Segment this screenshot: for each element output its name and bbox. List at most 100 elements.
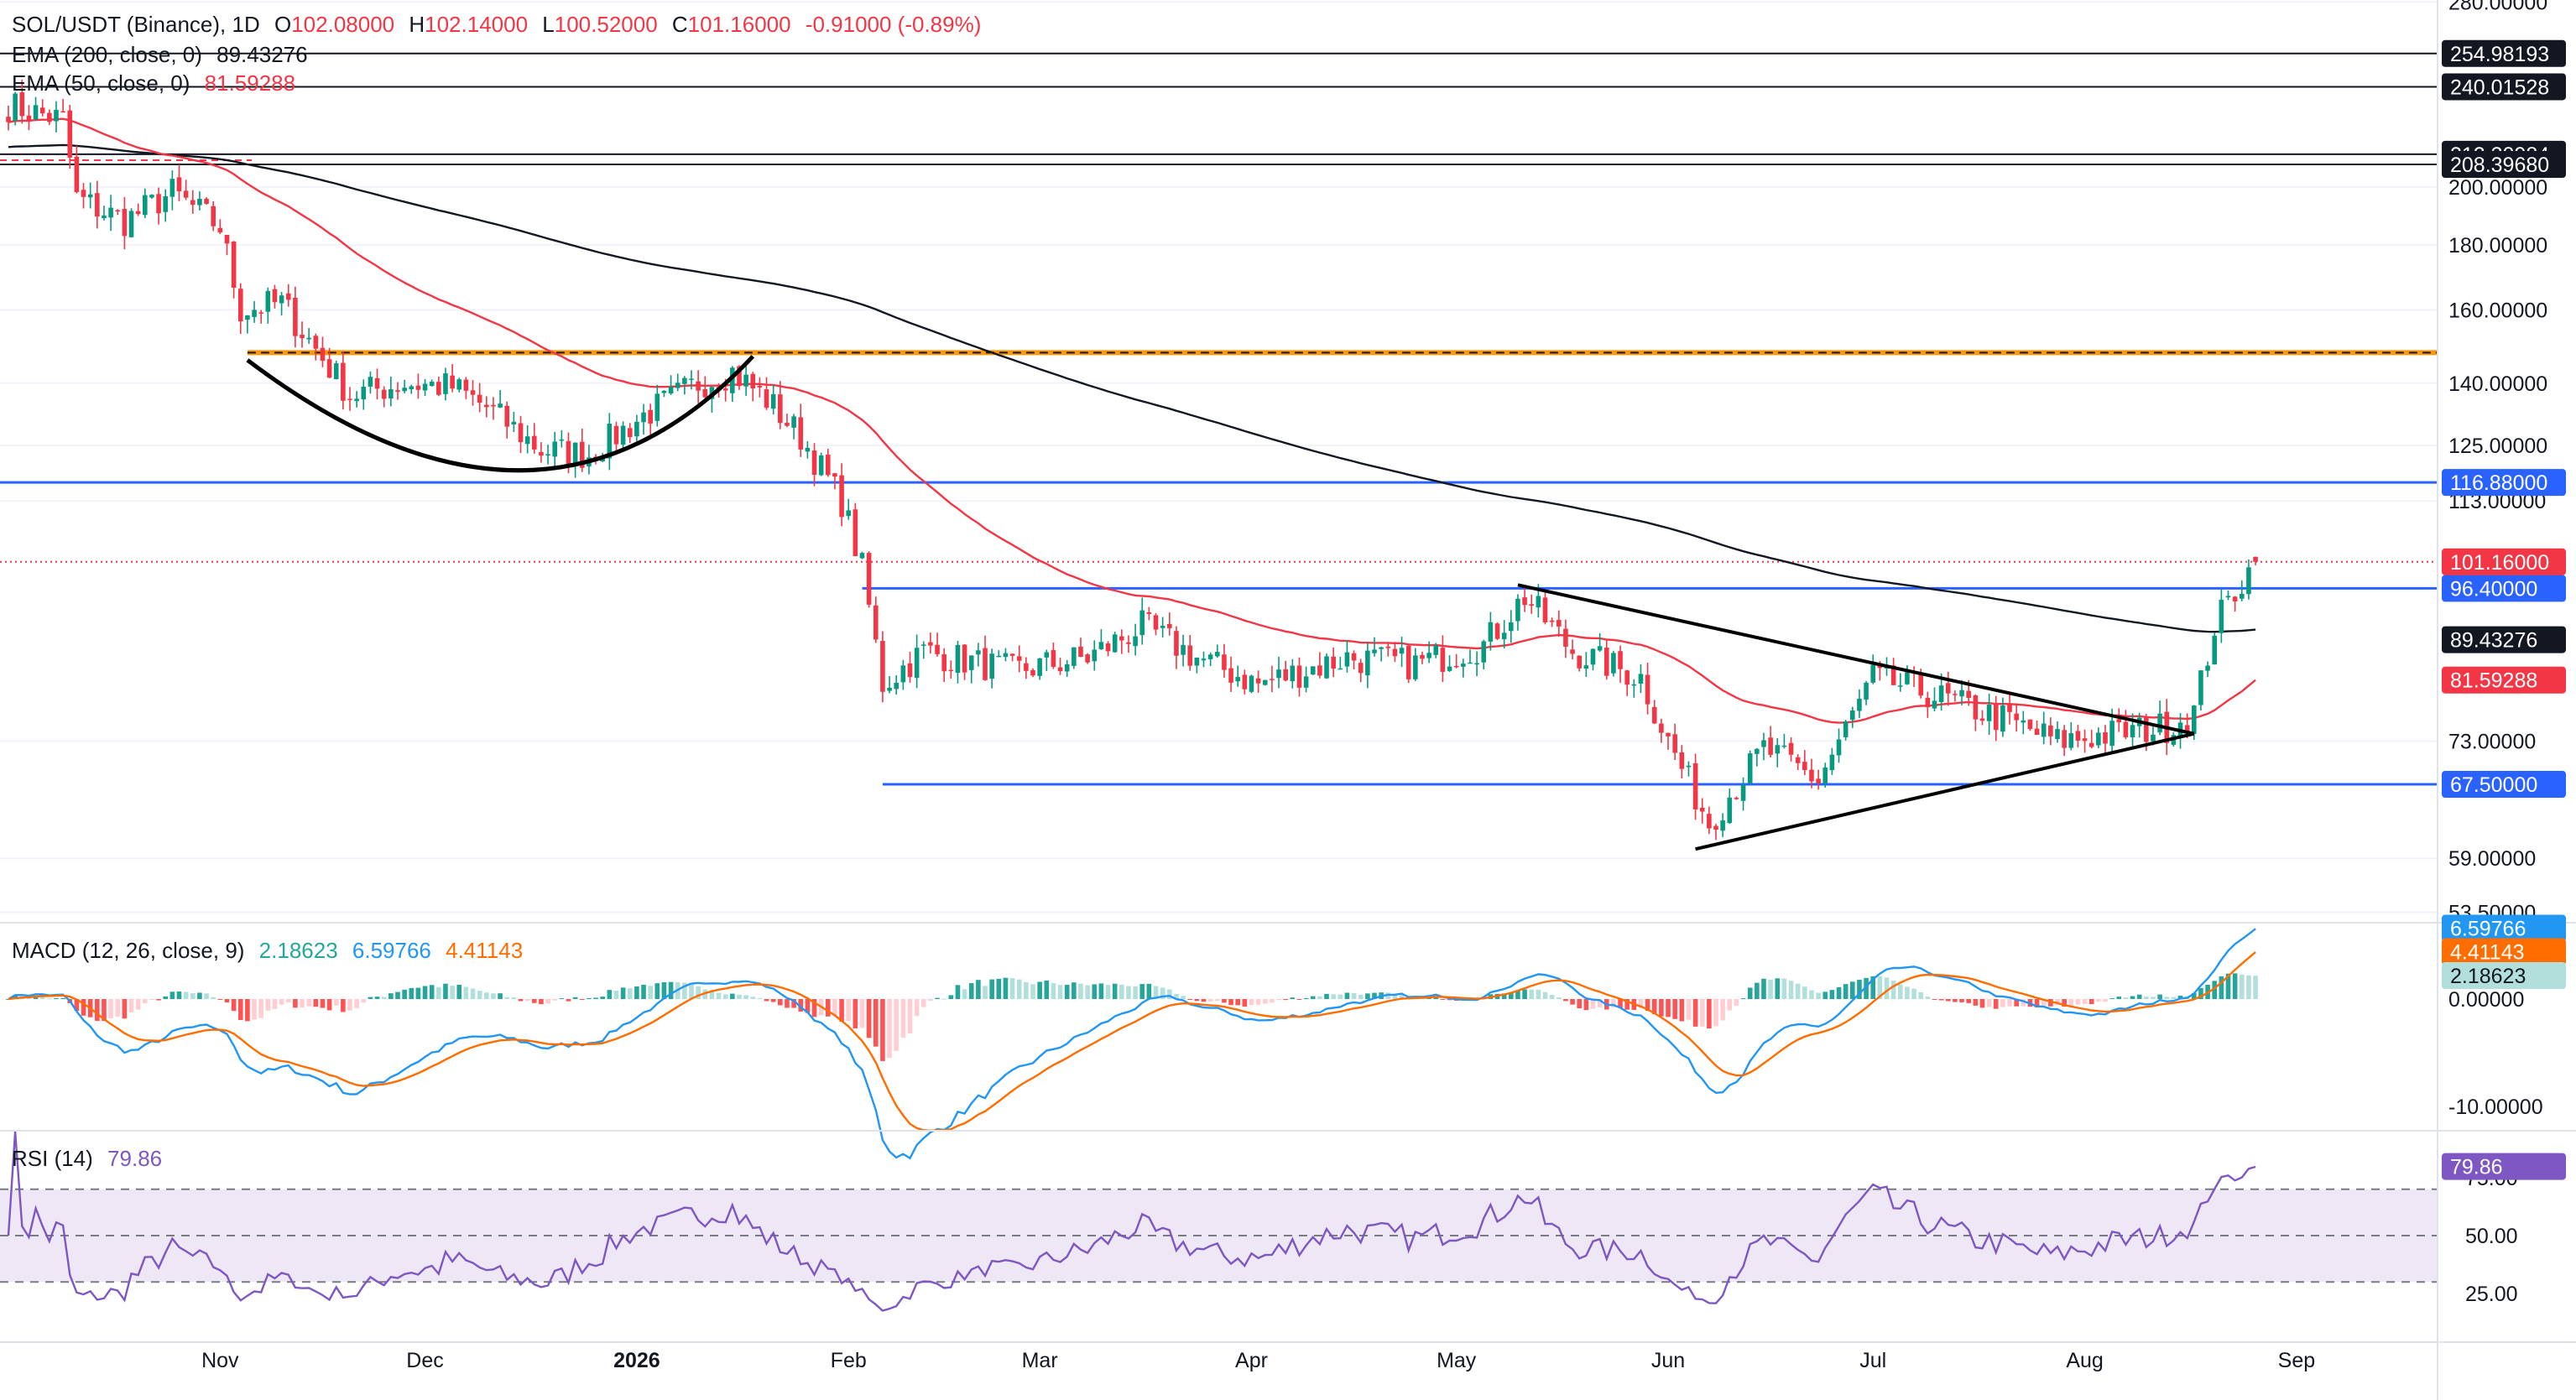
candle-body	[1174, 631, 1179, 656]
macd-hist-bar	[1734, 999, 1739, 1006]
time-axis[interactable]: Nov Dec 2026 Feb Mar Apr May Jun Jul Aug Sep	[201, 1349, 2315, 1372]
macd-hist-bar	[463, 986, 469, 999]
ema50-value: 81.59288	[204, 70, 296, 96]
price-tick-label: 125.00000	[2448, 435, 2547, 458]
macd-hist-bar	[1358, 994, 1364, 999]
candle-body	[559, 439, 565, 441]
candle-body	[1707, 814, 1712, 829]
candle-body	[1105, 643, 1111, 652]
candle-body	[163, 195, 169, 212]
macd-hist-bar	[498, 993, 503, 999]
candle-body	[1112, 634, 1118, 653]
candle-body	[1672, 734, 1677, 753]
candle-body	[1338, 668, 1343, 670]
candle-body	[935, 644, 940, 654]
macd-hist-bar	[1795, 983, 1801, 999]
candle-body	[128, 211, 134, 237]
candle-body	[1645, 674, 1650, 705]
candle-body	[648, 409, 653, 424]
macd-hist-bar	[1536, 989, 1541, 999]
candle-body	[955, 644, 961, 674]
candle-body	[1556, 620, 1562, 627]
macd-hist-bar	[1775, 978, 1781, 999]
level-tag-bg	[2442, 151, 2566, 179]
ema50-line	[8, 117, 2256, 724]
macd-hist-bar	[320, 999, 326, 1008]
ema50-tag: 81.59288	[2450, 669, 2537, 693]
candle-body	[791, 416, 796, 428]
macd-hist-bar	[1296, 999, 1302, 1000]
low-label: L	[542, 12, 555, 37]
macd-hist-bar	[2034, 999, 2040, 1007]
macd-hist-bar	[2130, 996, 2135, 999]
macd-hist-bar	[866, 999, 872, 1038]
macd-hist-bar	[2136, 994, 2142, 999]
candle-body	[545, 454, 550, 455]
candle-body	[1611, 653, 1616, 674]
macd-hist-bar	[183, 991, 189, 999]
macd-hist-bar	[300, 999, 305, 1008]
macd-hist-bar	[1146, 983, 1152, 999]
macd-hist-bar	[1618, 999, 1623, 1008]
macd-legend: MACD (12, 26, close, 9) 2.18623 6.59766 …	[12, 938, 531, 964]
macd-hist-bar	[696, 986, 701, 999]
macd-hist-bar	[1666, 999, 1671, 1017]
macd-hist-bar	[1126, 986, 1131, 999]
candle-body	[2157, 713, 2162, 733]
macd-hist-bar	[436, 986, 441, 999]
candle-body	[730, 367, 735, 393]
candle-body	[805, 447, 811, 452]
macd-hist-bar	[1351, 992, 1357, 999]
macd-hist-bar	[258, 999, 263, 1018]
macd-hist-bar	[880, 999, 885, 1061]
macd-hist-bar	[757, 997, 763, 999]
macd-hist-bar	[504, 997, 510, 999]
candle-body	[341, 362, 346, 401]
candle-body	[1953, 694, 1958, 695]
macd-hist-bar	[1044, 980, 1050, 999]
macd-hist-bar	[2232, 973, 2238, 999]
candle-body	[2219, 599, 2224, 633]
candle-body	[87, 194, 93, 198]
candle-body	[26, 115, 32, 121]
candle-body	[1310, 666, 1316, 675]
macd-hist-bar	[1003, 977, 1009, 999]
candle-body	[1194, 657, 1200, 666]
candle-body	[968, 655, 974, 670]
macd-hist-bar	[1509, 992, 1514, 999]
macd-hist-bar	[252, 999, 257, 1020]
candle-body	[2239, 593, 2245, 599]
macd-hist-bar	[1843, 984, 1849, 999]
time-tick-label: Feb	[831, 1349, 867, 1372]
candle-body	[1563, 628, 1568, 647]
candle-body	[1051, 650, 1056, 667]
candle-body	[1870, 664, 1876, 683]
symbol-label: SOL/USDT (Binance), 1D	[12, 12, 260, 37]
macd-hist-bar	[661, 981, 667, 999]
candle-body	[1597, 646, 1603, 651]
candle-body	[764, 389, 769, 409]
change-value: -0.91000 (-0.89%)	[805, 12, 982, 37]
candle-body	[1925, 697, 1931, 708]
time-tick-label: Aug	[2066, 1349, 2103, 1372]
macd-hist-bar	[559, 998, 565, 1000]
candle-body	[962, 644, 967, 673]
candle-body	[1468, 662, 1473, 664]
grid	[0, 1, 2438, 913]
candle-body	[983, 648, 988, 680]
macd-hist-bar	[2103, 999, 2108, 1002]
candle-body	[1747, 753, 1753, 783]
macd-hist-bar	[1344, 992, 1350, 999]
macd-hist-bar	[539, 999, 544, 1005]
candle-body	[518, 423, 524, 443]
candle-body	[1290, 665, 1296, 682]
candle-body	[1214, 652, 1220, 657]
macd-hist-bar	[1392, 993, 1398, 999]
price-tick-label: 73.00000	[2448, 731, 2536, 754]
macd-hist-bar	[361, 999, 367, 1003]
macd-hist-bar	[456, 985, 462, 999]
macd-hist-bar	[1181, 996, 1186, 999]
candle-body	[2007, 703, 2012, 712]
macd-hist-bar	[1030, 984, 1035, 999]
